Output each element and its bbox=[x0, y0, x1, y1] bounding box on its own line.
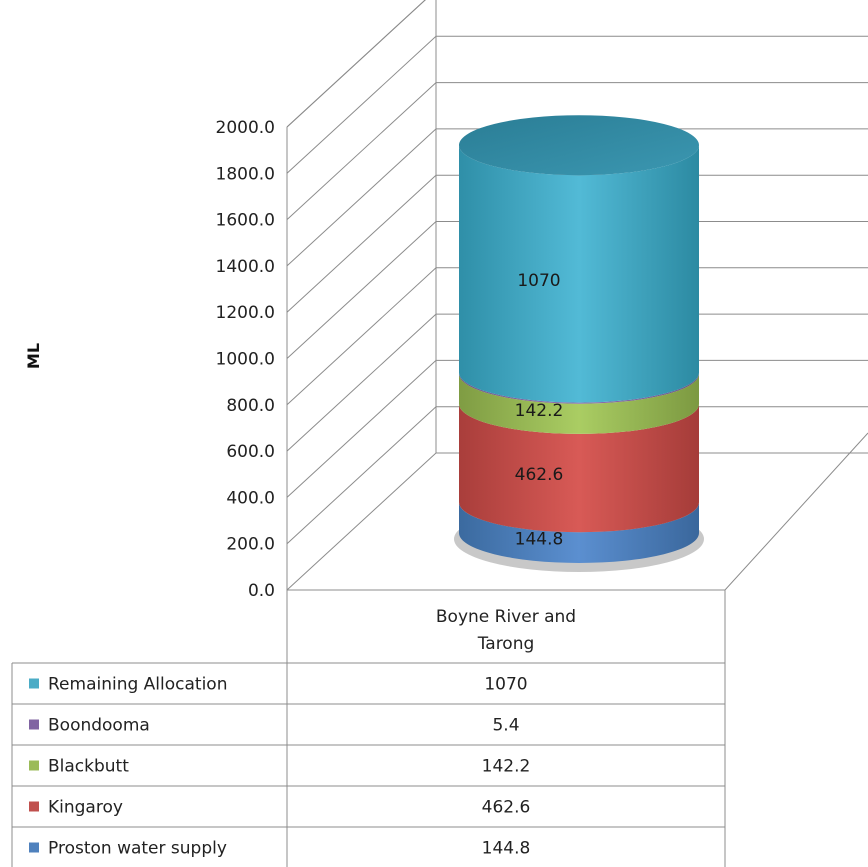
gridline bbox=[286, 0, 426, 128]
cylinder-segment-remaining-allocation bbox=[459, 145, 700, 403]
gridline bbox=[286, 35, 868, 174]
gridline bbox=[286, 359, 868, 498]
gridline bbox=[286, 452, 868, 591]
table-value: 5.4 bbox=[492, 716, 519, 736]
legend-label: Kingaroy bbox=[48, 798, 123, 818]
table-value: 142.2 bbox=[482, 757, 531, 777]
y-tick-label: 1200.0 bbox=[216, 303, 275, 323]
data-label: 1070 bbox=[517, 271, 560, 291]
stacked-cylinder bbox=[454, 115, 704, 572]
legend-label: Blackbutt bbox=[48, 757, 129, 777]
y-axis-label: ML bbox=[24, 343, 43, 369]
y-tick-label: 2000.0 bbox=[216, 118, 275, 138]
cylinder-top bbox=[459, 115, 699, 176]
y-tick-label: 1400.0 bbox=[216, 257, 275, 277]
table-value: 144.8 bbox=[482, 839, 531, 859]
legend-swatch bbox=[29, 719, 39, 730]
legend-swatch bbox=[29, 842, 39, 853]
y-tick-label: 200.0 bbox=[226, 535, 275, 555]
wall-diagonal bbox=[286, 0, 426, 128]
gridline bbox=[286, 221, 868, 359]
table-value: 1070 bbox=[484, 675, 527, 695]
cylinder-segment-kingaroy bbox=[459, 403, 700, 533]
gridline bbox=[286, 174, 868, 313]
y-axis-ticks: 0.0 200.0 400.0 600.0 800.0 1000.0 1200.0 1400.… bbox=[216, 118, 275, 601]
legend-label: Boondooma bbox=[48, 716, 150, 736]
category-label: Tarong bbox=[477, 634, 535, 654]
gridline bbox=[286, 406, 868, 545]
y-tick-label: 400.0 bbox=[226, 488, 275, 508]
table-value: 462.6 bbox=[482, 798, 531, 818]
y-tick-label: 1000.0 bbox=[216, 350, 275, 370]
y-tick-label: 800.0 bbox=[226, 396, 275, 416]
data-table: Boyne River and Tarong Remaining Allocatio… bbox=[11, 590, 726, 867]
legend-label: Remaining Allocation bbox=[48, 675, 227, 695]
y-tick-label: 1800.0 bbox=[216, 164, 275, 184]
data-label: 142.2 bbox=[515, 401, 564, 421]
y-tick-label: 1600.0 bbox=[216, 211, 275, 231]
gridline bbox=[286, 313, 868, 452]
category-label: Boyne River and bbox=[436, 607, 576, 627]
chart-walls bbox=[286, 0, 868, 591]
gridline bbox=[286, 267, 868, 406]
y-tick-label: 0.0 bbox=[248, 581, 275, 601]
y-tick-label: 600.0 bbox=[226, 442, 275, 462]
legend-label: Proston water supply bbox=[48, 839, 227, 859]
legend-swatch bbox=[29, 760, 39, 771]
gridline bbox=[286, 128, 868, 267]
gridline bbox=[286, 82, 868, 220]
legend-swatch bbox=[29, 678, 39, 689]
data-label: 462.6 bbox=[515, 465, 564, 485]
data-label: 144.8 bbox=[515, 530, 564, 550]
legend-swatch bbox=[29, 801, 39, 812]
cylinder-segment-blackbutt bbox=[459, 373, 700, 434]
data-labels: 144.8 462.6 142.2 1070 bbox=[515, 271, 564, 550]
cylinder-segment-proston-water-supply bbox=[459, 502, 700, 563]
